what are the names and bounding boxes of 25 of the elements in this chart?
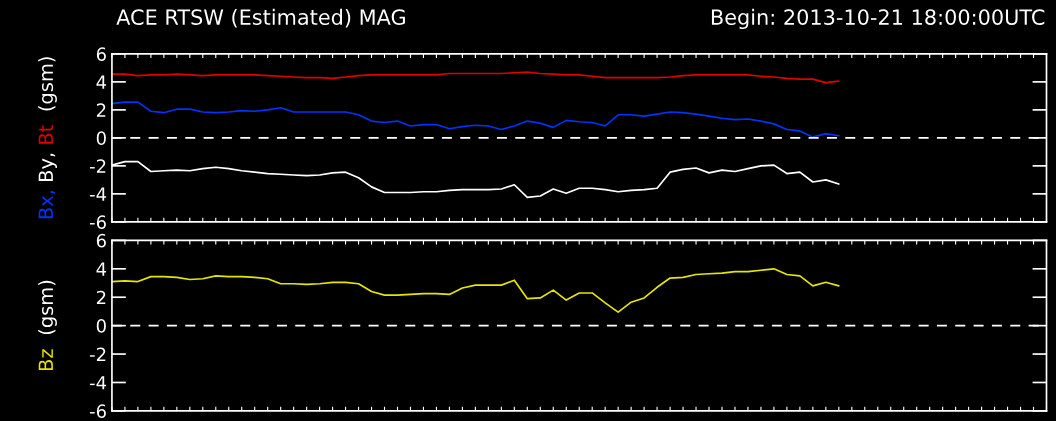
y-tick-label: -4	[89, 187, 107, 201]
y-tick-label: -2	[89, 159, 106, 173]
text: Bx,	[38, 191, 56, 219]
y-axis-title: (gsm)	[38, 57, 57, 111]
y-tick-label: 4	[96, 262, 107, 276]
text: By,	[38, 153, 57, 181]
y-tick-label: 0	[96, 131, 106, 145]
text: Bt	[38, 125, 53, 144]
y-tick-label: 2	[96, 103, 106, 117]
y-tick-label: 4	[96, 75, 107, 89]
y-tick-label: 6	[96, 47, 106, 61]
y-tick-label: -6	[89, 215, 106, 229]
chart-subtitle: Begin: 2013-10-21 18:00:00UTC	[711, 8, 1045, 30]
y-tick-label: -4	[89, 376, 107, 390]
text: Bz	[38, 349, 53, 371]
y-tick-label: 2	[96, 290, 106, 305]
y-tick-label: 6	[96, 233, 106, 248]
line-series	[111, 267, 840, 313]
y-tick-label: -2	[89, 347, 106, 361]
chart-title: ACE RTSW (Estimated) MAG	[116, 8, 405, 28]
y-tick-label: -6	[89, 404, 106, 419]
line-series	[111, 101, 840, 139]
line-series	[111, 71, 840, 84]
y-axis-title: (gsm)	[38, 280, 57, 335]
y-tick-label: 0	[96, 319, 106, 333]
